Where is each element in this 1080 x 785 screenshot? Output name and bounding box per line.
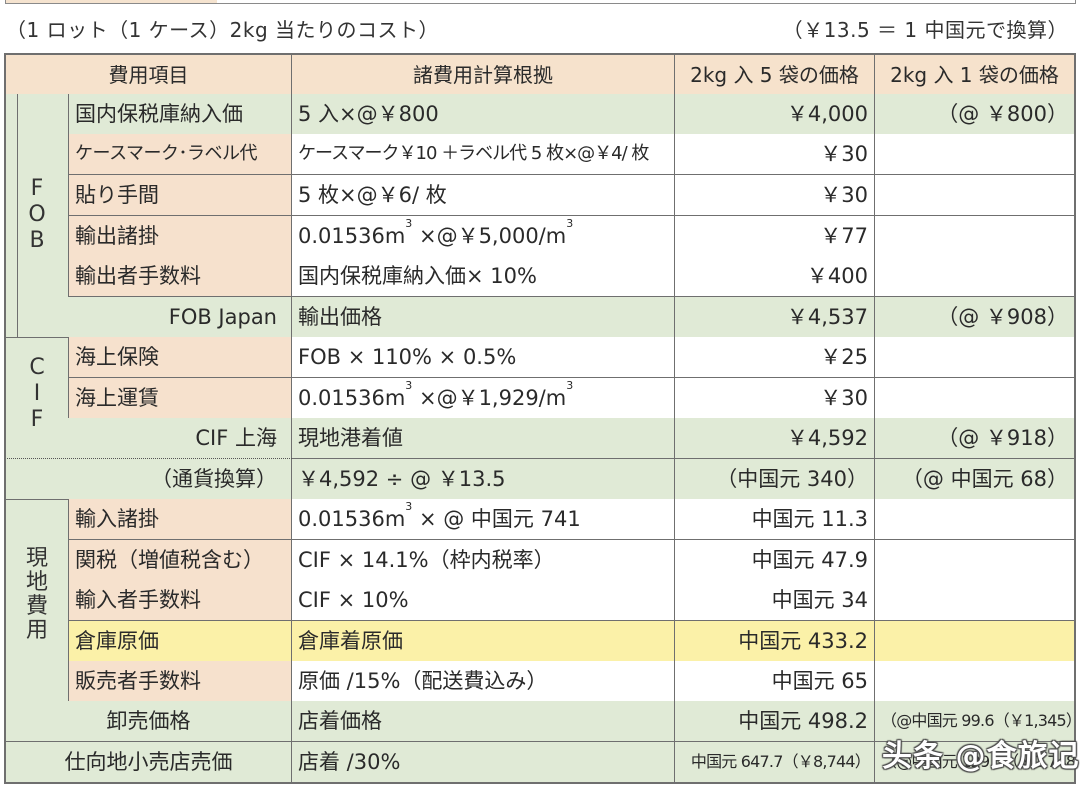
row-price-1: （@ ￥918） xyxy=(875,418,1075,459)
row-price-1: （@ ￥908） xyxy=(875,297,1075,338)
row-price-5: ￥30 xyxy=(675,134,875,175)
row-price-5: ￥400 xyxy=(675,256,875,297)
row-price-1 xyxy=(875,134,1075,175)
row-label-warehouse-cost: 倉庫原価 xyxy=(68,621,292,662)
row-label: 国内保税庫納入価 xyxy=(68,94,292,135)
row-price-5: ￥4,000 xyxy=(675,94,875,135)
row-label-cif-shanghai: CIF 上海 xyxy=(68,418,292,459)
row-price-5: 中国元 647.7（￥8,744） xyxy=(675,742,875,783)
row-label-wholesale-price: 卸売価格 xyxy=(5,701,292,742)
row-price-1 xyxy=(875,621,1075,662)
row-price-1 xyxy=(875,175,1075,216)
row-price-1 xyxy=(875,540,1075,581)
header-calc-basis: 諸費用計算根拠 xyxy=(292,54,675,95)
watermark: 头条 @食旅记 xyxy=(882,739,1080,774)
row-basis: ケースマーク￥10 ＋ラベル代 5 枚×@￥4/ 枚 xyxy=(292,134,675,175)
exchange-rate-note: （￥13.5 ＝ 1 中国元で換算） xyxy=(782,18,1068,42)
row-basis: 0.01536m3 ×@￥1,929/m3 xyxy=(292,378,675,419)
header-price-5-bags: 2kg 入 5 袋の価格 xyxy=(675,54,875,95)
row-price-1 xyxy=(875,256,1075,297)
header-price-1-bag: 2kg 入 1 袋の価格 xyxy=(875,54,1075,95)
row-price-1: （@ 中国元 68） xyxy=(875,459,1075,500)
row-price-5: ￥4,592 xyxy=(675,418,875,459)
row-basis: 国内保税庫納入価× 10% xyxy=(292,256,675,297)
row-price-1 xyxy=(875,337,1075,378)
row-label: 輸入者手数料 xyxy=(68,580,292,621)
row-price-1: （@ ￥800） xyxy=(875,94,1075,135)
row-price-5: 中国元 11.3 xyxy=(675,499,875,540)
row-price-5: ￥30 xyxy=(675,175,875,216)
row-label: 輸出諸掛 xyxy=(68,216,292,257)
group-local-label: 現地費用 xyxy=(25,546,48,643)
row-basis: 現地港着値 xyxy=(292,418,675,459)
row-basis: CIF × 14.1%（枠内税率） xyxy=(292,540,675,581)
row-basis: 店着 /30% xyxy=(292,742,675,783)
row-basis: ￥4,592 ÷ @ ￥13.5 xyxy=(292,459,675,500)
row-price-5: 中国元 47.9 xyxy=(675,540,875,581)
row-basis: 0.01536m3 ×@￥5,000/m3 xyxy=(292,216,675,257)
row-price-5: 中国元 433.2 xyxy=(675,621,875,662)
row-label: 輸出者手数料 xyxy=(68,256,292,297)
row-price-5: ￥77 xyxy=(675,216,875,257)
row-label: ケースマーク･ラベル代 xyxy=(68,134,292,175)
row-label-currency-conversion: （通貨換算） xyxy=(5,459,292,500)
row-basis: FOB × 110% × 0.5% xyxy=(292,337,675,378)
row-basis: 店着価格 xyxy=(292,701,675,742)
row-basis: 5 枚×@￥6/ 枚 xyxy=(292,175,675,216)
row-price-5: （中国元 340） xyxy=(675,459,875,500)
row-basis: 輸出価格 xyxy=(292,297,675,338)
row-basis: 原価 /15%（配送費込み） xyxy=(292,661,675,702)
group-local-costs: 現地費用 xyxy=(5,499,68,701)
row-price-5: ￥25 xyxy=(675,337,875,378)
row-price-5: 中国元 498.2 xyxy=(675,701,875,742)
row-price-1: （@中国元 129.5（￥1,748）） xyxy=(875,742,1075,783)
row-label: 輸入諸掛 xyxy=(68,499,292,540)
dotted-separator xyxy=(5,458,292,459)
row-basis: CIF × 10% xyxy=(292,580,675,621)
row-price-1 xyxy=(875,499,1075,540)
row-label-fob-japan: FOB Japan xyxy=(17,297,292,338)
fob-inner-border xyxy=(17,94,18,337)
row-price-1 xyxy=(875,661,1075,702)
row-label: 貼り手間 xyxy=(68,175,292,216)
row-label: 海上運賃 xyxy=(68,378,292,419)
row-price-5: 中国元 34 xyxy=(675,580,875,621)
row-label: 関税（増値税含む） xyxy=(68,540,292,581)
row-price-1 xyxy=(875,580,1075,621)
row-price-1 xyxy=(875,378,1075,419)
row-basis: 5 入×@￥800 xyxy=(292,94,675,135)
row-price-1: （@中国元 99.6（￥1,345）） xyxy=(875,701,1075,742)
row-label: 販売者手数料 xyxy=(68,661,292,702)
row-price-5: ￥4,537 xyxy=(675,297,875,338)
table-caption: （1 ロット（1 ケース）2kg 当たりのコスト） xyxy=(6,18,440,42)
top-strip xyxy=(0,0,1080,4)
header-cost-item: 費用項目 xyxy=(5,54,292,95)
row-label: 海上保険 xyxy=(68,337,292,378)
row-basis: 倉庫着原価 xyxy=(292,621,675,662)
row-price-5: ￥30 xyxy=(675,378,875,419)
row-basis: 0.01536m3 × @ 中国元 741 xyxy=(292,499,675,540)
row-price-5: 中国元 65 xyxy=(675,661,875,702)
row-price-1 xyxy=(875,216,1075,257)
row-label-retail-price: 仕向地小売店売価 xyxy=(5,742,292,783)
